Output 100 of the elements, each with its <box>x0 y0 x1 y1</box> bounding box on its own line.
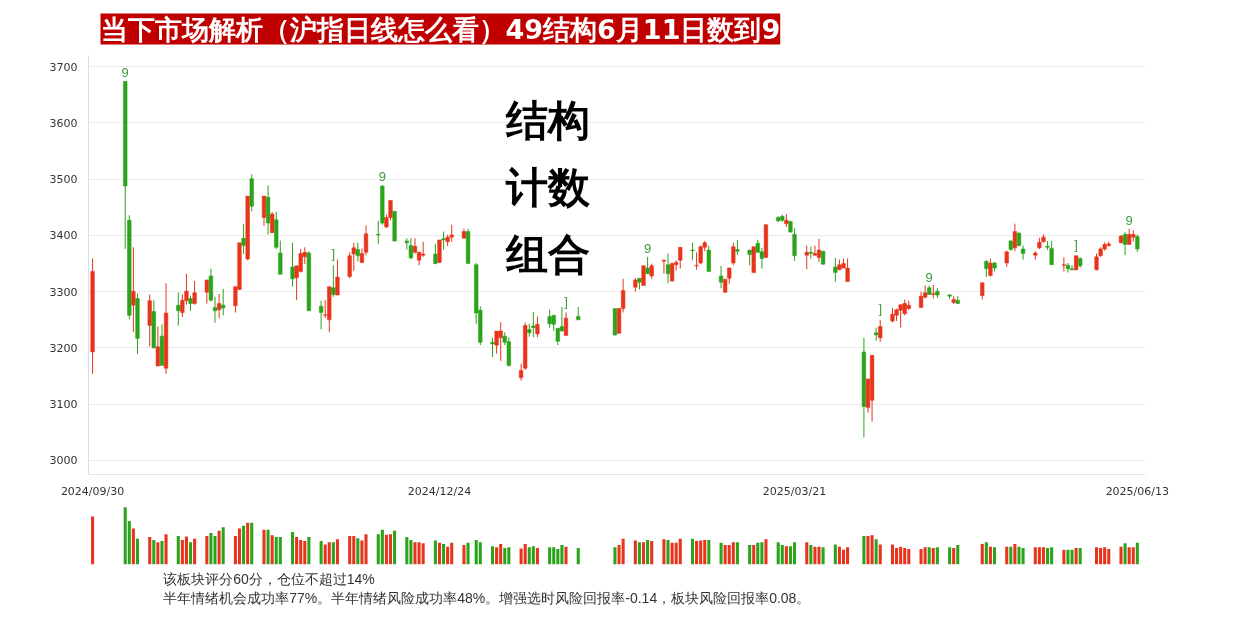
bar <box>1070 549 1074 565</box>
bar <box>564 546 568 565</box>
bar <box>719 542 723 565</box>
bar <box>642 542 646 565</box>
bar <box>299 539 303 565</box>
candlestick <box>204 279 209 305</box>
bar <box>984 542 988 565</box>
candlestick <box>816 238 822 263</box>
bar <box>274 537 278 565</box>
chart-title: 当下市场解析（沪指日线怎么看）49结构6月11日数到9 <box>100 13 781 45</box>
bar <box>992 547 997 565</box>
y-tick-label: 3700 <box>49 60 78 74</box>
bar <box>266 529 270 565</box>
bar <box>291 531 295 565</box>
bar <box>923 547 927 565</box>
bar <box>503 547 507 565</box>
bar <box>833 544 837 565</box>
bar <box>621 538 625 565</box>
bar <box>670 542 674 565</box>
bar <box>699 540 703 565</box>
bar <box>335 539 339 565</box>
bar <box>160 541 164 565</box>
candlestick <box>804 245 809 270</box>
bar <box>690 538 695 565</box>
bar <box>1062 549 1066 565</box>
candlestick <box>1020 245 1026 261</box>
bar <box>131 528 135 565</box>
bar <box>295 537 299 565</box>
bar <box>531 546 535 565</box>
bar <box>519 548 523 565</box>
bar <box>1095 547 1099 565</box>
bar <box>1127 547 1131 565</box>
bar <box>548 547 552 565</box>
bar <box>948 547 952 565</box>
bar <box>262 529 266 565</box>
bar <box>650 541 654 565</box>
candlestick <box>563 312 569 337</box>
bar <box>319 541 323 565</box>
bar <box>491 546 495 565</box>
bar <box>813 546 817 565</box>
bar <box>703 539 707 565</box>
bar <box>1099 547 1103 565</box>
bar <box>1005 546 1009 565</box>
bar <box>217 530 221 565</box>
candlestick <box>331 264 336 298</box>
candlestick <box>1065 262 1071 274</box>
bar <box>91 516 95 565</box>
bar <box>1066 549 1070 565</box>
bar <box>980 543 984 565</box>
candlestick <box>678 246 683 270</box>
bar <box>152 539 156 565</box>
bar <box>246 522 250 565</box>
candlestick <box>665 252 671 284</box>
bar <box>776 542 780 565</box>
candlestick <box>192 280 197 306</box>
bar <box>952 547 956 565</box>
bar <box>731 542 735 565</box>
y-tick-label: 3600 <box>49 116 78 130</box>
bar <box>870 535 874 565</box>
bar <box>890 544 894 565</box>
bar <box>956 545 960 565</box>
bar <box>646 539 650 565</box>
annotation: ] <box>331 246 336 262</box>
bar <box>180 539 184 565</box>
y-tick-label: 3100 <box>49 398 78 412</box>
bar <box>446 546 450 565</box>
bar <box>935 547 939 565</box>
bar <box>156 542 160 565</box>
annotation: 9 <box>1125 212 1133 228</box>
bar <box>148 537 152 565</box>
candlestick <box>498 321 503 362</box>
bar <box>748 545 752 565</box>
bar <box>421 543 425 565</box>
candlestick <box>759 247 764 270</box>
bar <box>237 528 242 565</box>
bar <box>846 547 850 565</box>
candlestick <box>531 311 536 338</box>
bar <box>878 544 882 565</box>
bar <box>193 538 197 565</box>
bar <box>907 549 911 565</box>
bar <box>817 546 821 565</box>
bar <box>1013 543 1017 565</box>
bar <box>535 547 539 565</box>
bar <box>393 530 397 565</box>
bar <box>1021 547 1025 565</box>
bar <box>809 545 813 565</box>
bar <box>1017 546 1021 565</box>
bar <box>507 547 511 565</box>
bar <box>895 547 899 565</box>
candlestick <box>641 265 646 287</box>
bar <box>919 549 923 565</box>
bar <box>478 542 482 565</box>
bar <box>793 542 797 565</box>
candlestick <box>812 245 818 257</box>
candlestick <box>241 223 246 255</box>
candlestick <box>731 242 736 266</box>
bar <box>189 542 193 565</box>
bar <box>1041 547 1045 565</box>
bar <box>323 544 327 565</box>
bar <box>613 547 617 565</box>
